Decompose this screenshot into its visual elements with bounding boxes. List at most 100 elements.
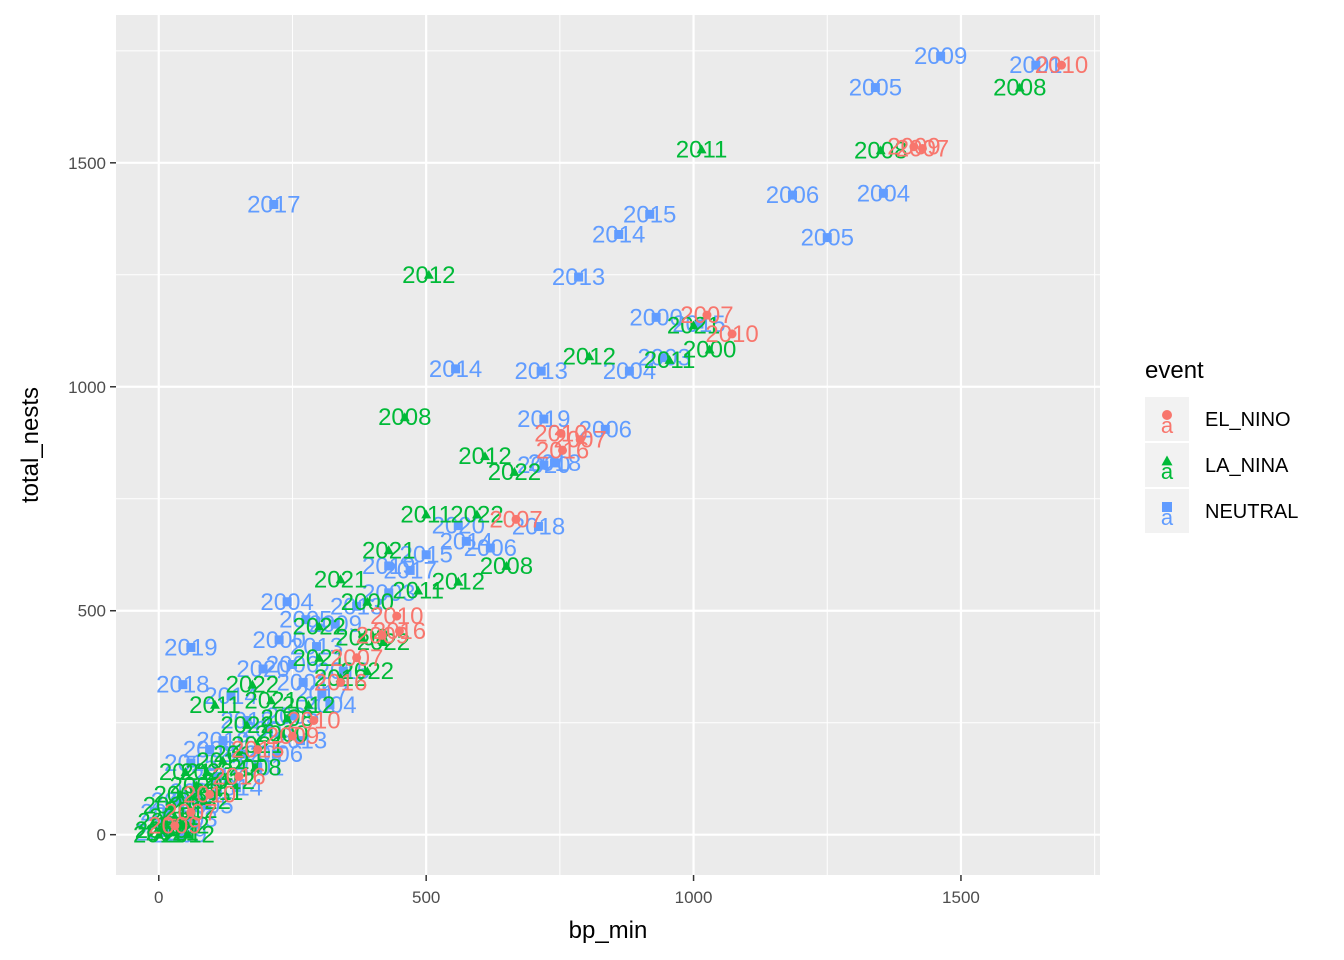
data-label: 2010 xyxy=(183,781,236,808)
data-label: 2012 xyxy=(402,262,455,289)
data-point xyxy=(423,269,434,279)
data-point xyxy=(175,830,185,840)
data-label: 2011 xyxy=(400,501,452,528)
data-label: 2012 xyxy=(563,343,616,370)
data-label: 2006 xyxy=(266,651,319,678)
data-point xyxy=(362,596,373,606)
data-point xyxy=(405,565,415,575)
data-point xyxy=(298,677,308,687)
data-point xyxy=(258,664,268,674)
data-label: 2018 xyxy=(528,450,581,477)
data-point xyxy=(377,630,387,640)
data-point xyxy=(169,811,180,821)
data-label: 2009 xyxy=(356,622,409,649)
data-label: 2013 xyxy=(552,264,605,291)
data-label: 2016 xyxy=(212,763,265,790)
data-label: 2009 xyxy=(266,723,319,750)
y-tick-label: 1000 xyxy=(68,378,106,397)
legend-item-la-nina: a LA_NINA xyxy=(1145,443,1289,487)
data-point xyxy=(338,666,348,676)
data-point xyxy=(453,576,464,586)
data-label: 2022 xyxy=(220,712,273,739)
legend-item-el-nino: a EL_NINO xyxy=(1145,397,1291,441)
data-point xyxy=(1056,60,1066,70)
data-point xyxy=(936,51,946,61)
data-point xyxy=(574,272,584,282)
data-label: 2011 xyxy=(392,578,444,605)
data-label: 2014 xyxy=(592,221,645,248)
data-point xyxy=(282,713,293,723)
data-point xyxy=(694,319,704,329)
data-point xyxy=(303,699,314,709)
data-point xyxy=(223,775,234,785)
data-label: 2010 xyxy=(287,707,340,734)
data-label: 2022 xyxy=(180,759,233,786)
y-axis: 0 500 1000 1500 xyxy=(68,154,116,845)
data-label: 2003 xyxy=(637,345,690,372)
data-point xyxy=(173,796,182,806)
data-point xyxy=(180,767,191,776)
data-point xyxy=(659,353,669,363)
data-point xyxy=(186,814,196,824)
data-label: 2009 xyxy=(914,43,967,70)
data-point xyxy=(421,509,432,519)
data-point xyxy=(183,829,194,839)
data-label: 2000 xyxy=(341,589,394,616)
data-point xyxy=(451,364,461,374)
data-point xyxy=(461,536,471,546)
series-el-nino: 2010200720092007201020102007201620072010… xyxy=(148,52,1088,840)
data-point xyxy=(480,451,490,461)
data-label: 2017 xyxy=(247,191,300,218)
data-point xyxy=(325,700,335,710)
data-label: 2019 xyxy=(164,634,217,661)
legend-key-text: a xyxy=(1161,505,1174,530)
data-label: 2009 xyxy=(887,134,940,161)
data-point xyxy=(624,366,634,376)
data-label: 2018 xyxy=(512,514,565,541)
data-point xyxy=(399,412,410,422)
data-point xyxy=(175,789,186,799)
data-point xyxy=(170,821,180,831)
data-label: 2005 xyxy=(849,75,902,102)
data-point xyxy=(917,143,927,153)
data-label: 2004 xyxy=(303,692,356,719)
data-label: 2007 xyxy=(489,506,542,533)
legend-symbol xyxy=(1161,455,1173,466)
data-label: 2005 xyxy=(279,607,332,634)
data-point xyxy=(878,188,888,198)
data-label: 2011 xyxy=(676,136,728,163)
data-point xyxy=(314,652,325,662)
data-point xyxy=(704,344,715,354)
legend-item-neutral: a NEUTRAL xyxy=(1145,489,1298,533)
data-label: 2020 xyxy=(236,656,289,683)
data-point xyxy=(164,800,175,810)
data-point xyxy=(584,351,595,361)
data-point xyxy=(263,724,273,734)
data-label: 2011 xyxy=(189,692,241,719)
data-point xyxy=(362,666,373,676)
data-label: 2001 xyxy=(1009,52,1062,79)
data-label: 2016 xyxy=(536,437,589,464)
data-label: 2022 xyxy=(156,813,209,840)
legend-symbol xyxy=(1162,410,1172,420)
data-label: 2013 xyxy=(514,358,567,385)
data-label: 2017 xyxy=(383,557,436,584)
data-point xyxy=(909,142,919,152)
data-point xyxy=(600,424,610,434)
data-label: 2011 xyxy=(644,347,696,374)
y-tick-label: 0 xyxy=(97,826,106,845)
data-point xyxy=(162,807,172,817)
data-point xyxy=(269,199,279,209)
data-point xyxy=(218,736,228,746)
data-label: 2008 xyxy=(993,75,1046,102)
data-point xyxy=(383,545,394,555)
data-point xyxy=(378,637,389,647)
data-label: 2010 xyxy=(370,603,423,630)
data-label: 2005 xyxy=(801,225,854,252)
data-point xyxy=(645,209,655,219)
data-label: 2003 xyxy=(362,580,415,607)
data-point xyxy=(392,611,402,621)
